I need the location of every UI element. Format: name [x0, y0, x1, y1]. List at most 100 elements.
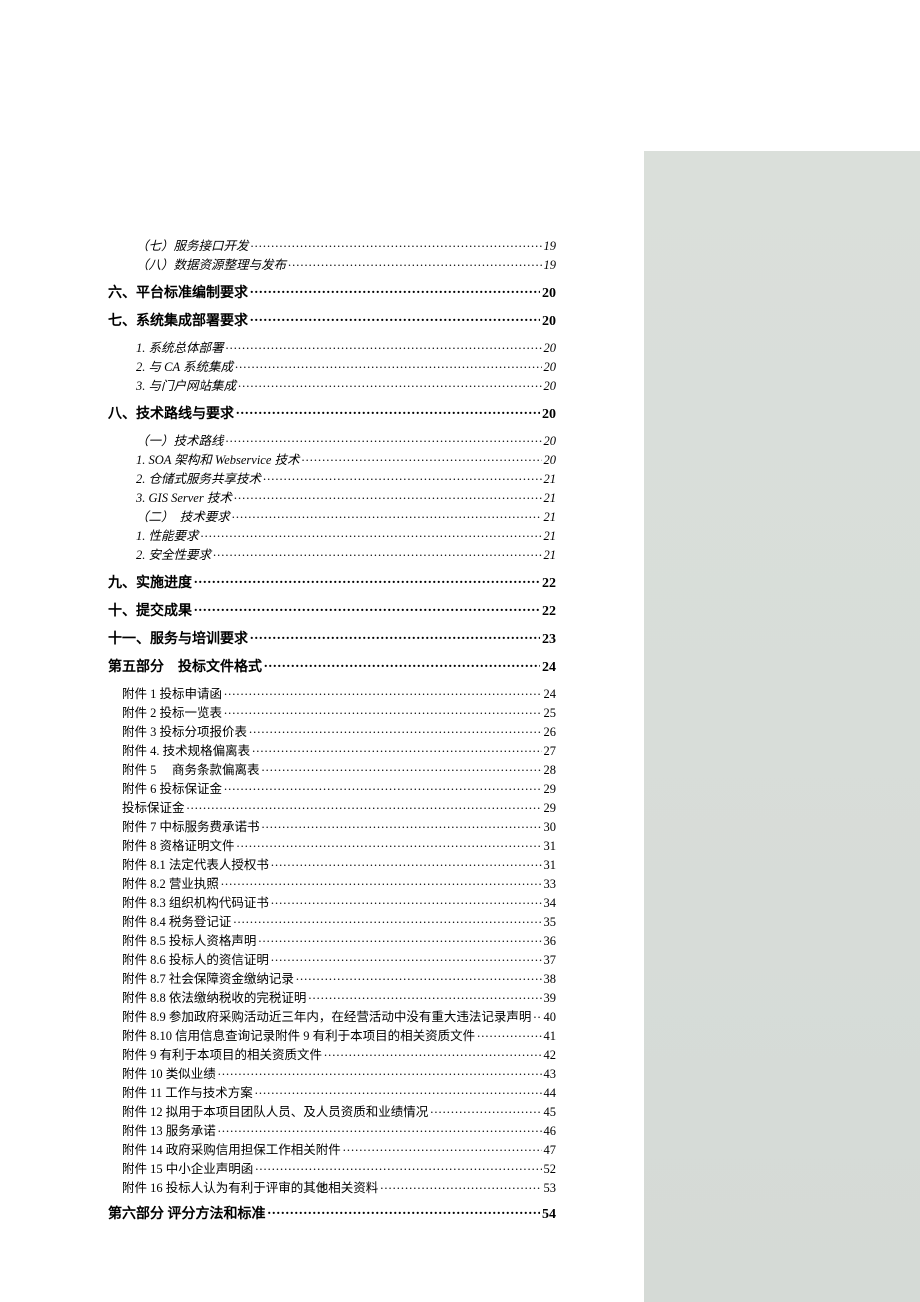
toc-leader	[255, 1084, 542, 1097]
toc-page: 28	[544, 764, 557, 777]
document-page: （七）服务接口开发19（八）数据资源整理与发布19六、平台标准编制要求20七、系…	[0, 0, 644, 1302]
toc-leader	[271, 894, 542, 907]
toc-page: 21	[544, 530, 557, 543]
toc-label: 2. 安全性要求	[136, 549, 211, 562]
toc-label: 2. 仓储式服务共享技术	[136, 473, 261, 486]
toc-leader	[262, 818, 542, 831]
toc-page: 21	[544, 492, 557, 505]
toc-entry: 附件 14 政府采购信用担保工作相关附件47	[122, 1141, 556, 1156]
toc-entry: 附件 11 工作与技术方案44	[122, 1084, 556, 1099]
toc-page: 20	[544, 380, 557, 393]
toc-entry: 附件 8.9 参加政府采购活动近三年内，在经营活动中没有重大违法记录声明40	[122, 1008, 556, 1023]
toc-leader	[201, 527, 542, 540]
toc-entry: （七）服务接口开发19	[136, 237, 556, 252]
toc-label: 附件 12 拟用于本项目团队人员、及人员资质和业绩情况	[122, 1106, 428, 1119]
toc-leader	[187, 799, 542, 812]
toc-page: 26	[544, 726, 557, 739]
sidebar-area	[644, 151, 920, 1302]
toc-leader	[237, 837, 542, 850]
toc-entry: 附件 8 资格证明文件31	[122, 837, 556, 852]
toc-leader	[213, 546, 541, 559]
toc-leader	[236, 404, 540, 418]
toc-page: 21	[544, 549, 557, 562]
toc-leader	[252, 742, 541, 755]
toc-page: 31	[544, 859, 557, 872]
toc-leader	[232, 508, 542, 521]
toc-page: 36	[544, 935, 557, 948]
toc-label: 附件 14 政府采购信用担保工作相关附件	[122, 1144, 341, 1157]
toc-leader	[271, 951, 542, 964]
toc-label: 投标保证金	[122, 802, 185, 815]
toc-leader	[250, 311, 540, 325]
toc-entry: 七、系统集成部署要求20	[108, 311, 556, 329]
toc-page: 25	[544, 707, 557, 720]
toc-leader	[264, 657, 540, 671]
toc-label: 2. 与 CA 系统集成	[136, 361, 233, 374]
toc-entry: 十、提交成果22	[108, 601, 556, 619]
toc-leader	[477, 1027, 541, 1040]
toc-label: 3. 与门户网站集成	[136, 380, 236, 393]
toc-page: 20	[544, 342, 557, 355]
toc-label: 1. SOA 架构和 Webservice 技术	[136, 454, 300, 467]
toc-leader	[262, 761, 542, 774]
toc-leader	[250, 283, 540, 297]
toc-label: 3. GIS Server 技术	[136, 492, 232, 505]
toc-leader	[224, 685, 541, 698]
toc-label: 附件 8.1 法定代表人授权书	[122, 859, 269, 872]
toc-entry: （二） 技术要求21	[136, 508, 556, 523]
toc-label: 第五部分 投标文件格式	[108, 661, 262, 675]
toc-leader	[343, 1141, 542, 1154]
toc-page: 27	[544, 745, 557, 758]
toc-entry: 附件 8.1 法定代表人授权书 31	[122, 856, 556, 871]
toc-label: 附件 8.4 税务登记证	[122, 916, 231, 929]
toc-page: 31	[544, 840, 557, 853]
toc-label: 附件 2 投标一览表	[122, 707, 222, 720]
toc-page: 42	[544, 1049, 557, 1062]
toc-label: 附件 8.3 组织机构代码证书	[122, 897, 269, 910]
toc-entry: 3. 与门户网站集成 20	[136, 377, 556, 392]
toc-page: 19	[544, 240, 557, 253]
page-number: 3	[0, 1180, 644, 1196]
toc-page: 20	[542, 408, 556, 422]
toc-entry: 附件 8.5 投标人资格声明36	[122, 932, 556, 947]
toc-page: 52	[544, 1163, 557, 1176]
toc-label: 九、实施进度	[108, 577, 192, 591]
toc-page: 39	[544, 992, 557, 1005]
toc-entry: 第五部分 投标文件格式 24	[108, 657, 556, 675]
toc-entry: 2. 与 CA 系统集成20	[136, 358, 556, 373]
toc-label: 六、平台标准编制要求	[108, 287, 248, 301]
toc-page: 40	[544, 1011, 557, 1024]
spacer	[108, 396, 556, 404]
toc-page: 38	[544, 973, 557, 986]
toc-page: 35	[544, 916, 557, 929]
toc-page: 24	[542, 661, 556, 675]
toc-page: 24	[544, 688, 557, 701]
toc-entry: 附件 7 中标服务费承诺书30	[122, 818, 556, 833]
toc-page: 21	[544, 511, 557, 524]
toc-entry: 九、实施进度22	[108, 573, 556, 591]
toc-label: 附件 15 中小企业声明函	[122, 1163, 253, 1176]
toc-page: 33	[544, 878, 557, 891]
toc-leader	[194, 573, 540, 587]
toc-leader	[430, 1103, 541, 1116]
toc-label: 1. 性能要求	[136, 530, 199, 543]
toc-entry: 1. 系统总体部署 20	[136, 339, 556, 354]
toc-label: 附件 8.7 社会保障资金缴纳记录	[122, 973, 294, 986]
toc-page: 45	[544, 1106, 557, 1119]
toc-label: 附件 8.2 营业执照	[122, 878, 219, 891]
toc-page: 21	[544, 473, 557, 486]
toc-leader	[308, 989, 541, 1002]
toc-leader	[258, 932, 541, 945]
toc-entry: 2. 仓储式服务共享技术 21	[136, 470, 556, 485]
toc-leader	[233, 913, 541, 926]
toc-label: 附件 10 类似业绩	[122, 1068, 216, 1081]
toc-label: 1. 系统总体部署	[136, 342, 224, 355]
toc-page: 20	[542, 315, 556, 329]
toc-leader	[324, 1046, 541, 1059]
toc-entry: 2. 安全性要求 21	[136, 546, 556, 561]
toc-leader	[268, 1204, 541, 1218]
toc-label: 附件 11 工作与技术方案	[122, 1087, 253, 1100]
toc-page: 30	[544, 821, 557, 834]
toc-leader	[255, 1160, 541, 1173]
toc-page: 29	[544, 802, 557, 815]
